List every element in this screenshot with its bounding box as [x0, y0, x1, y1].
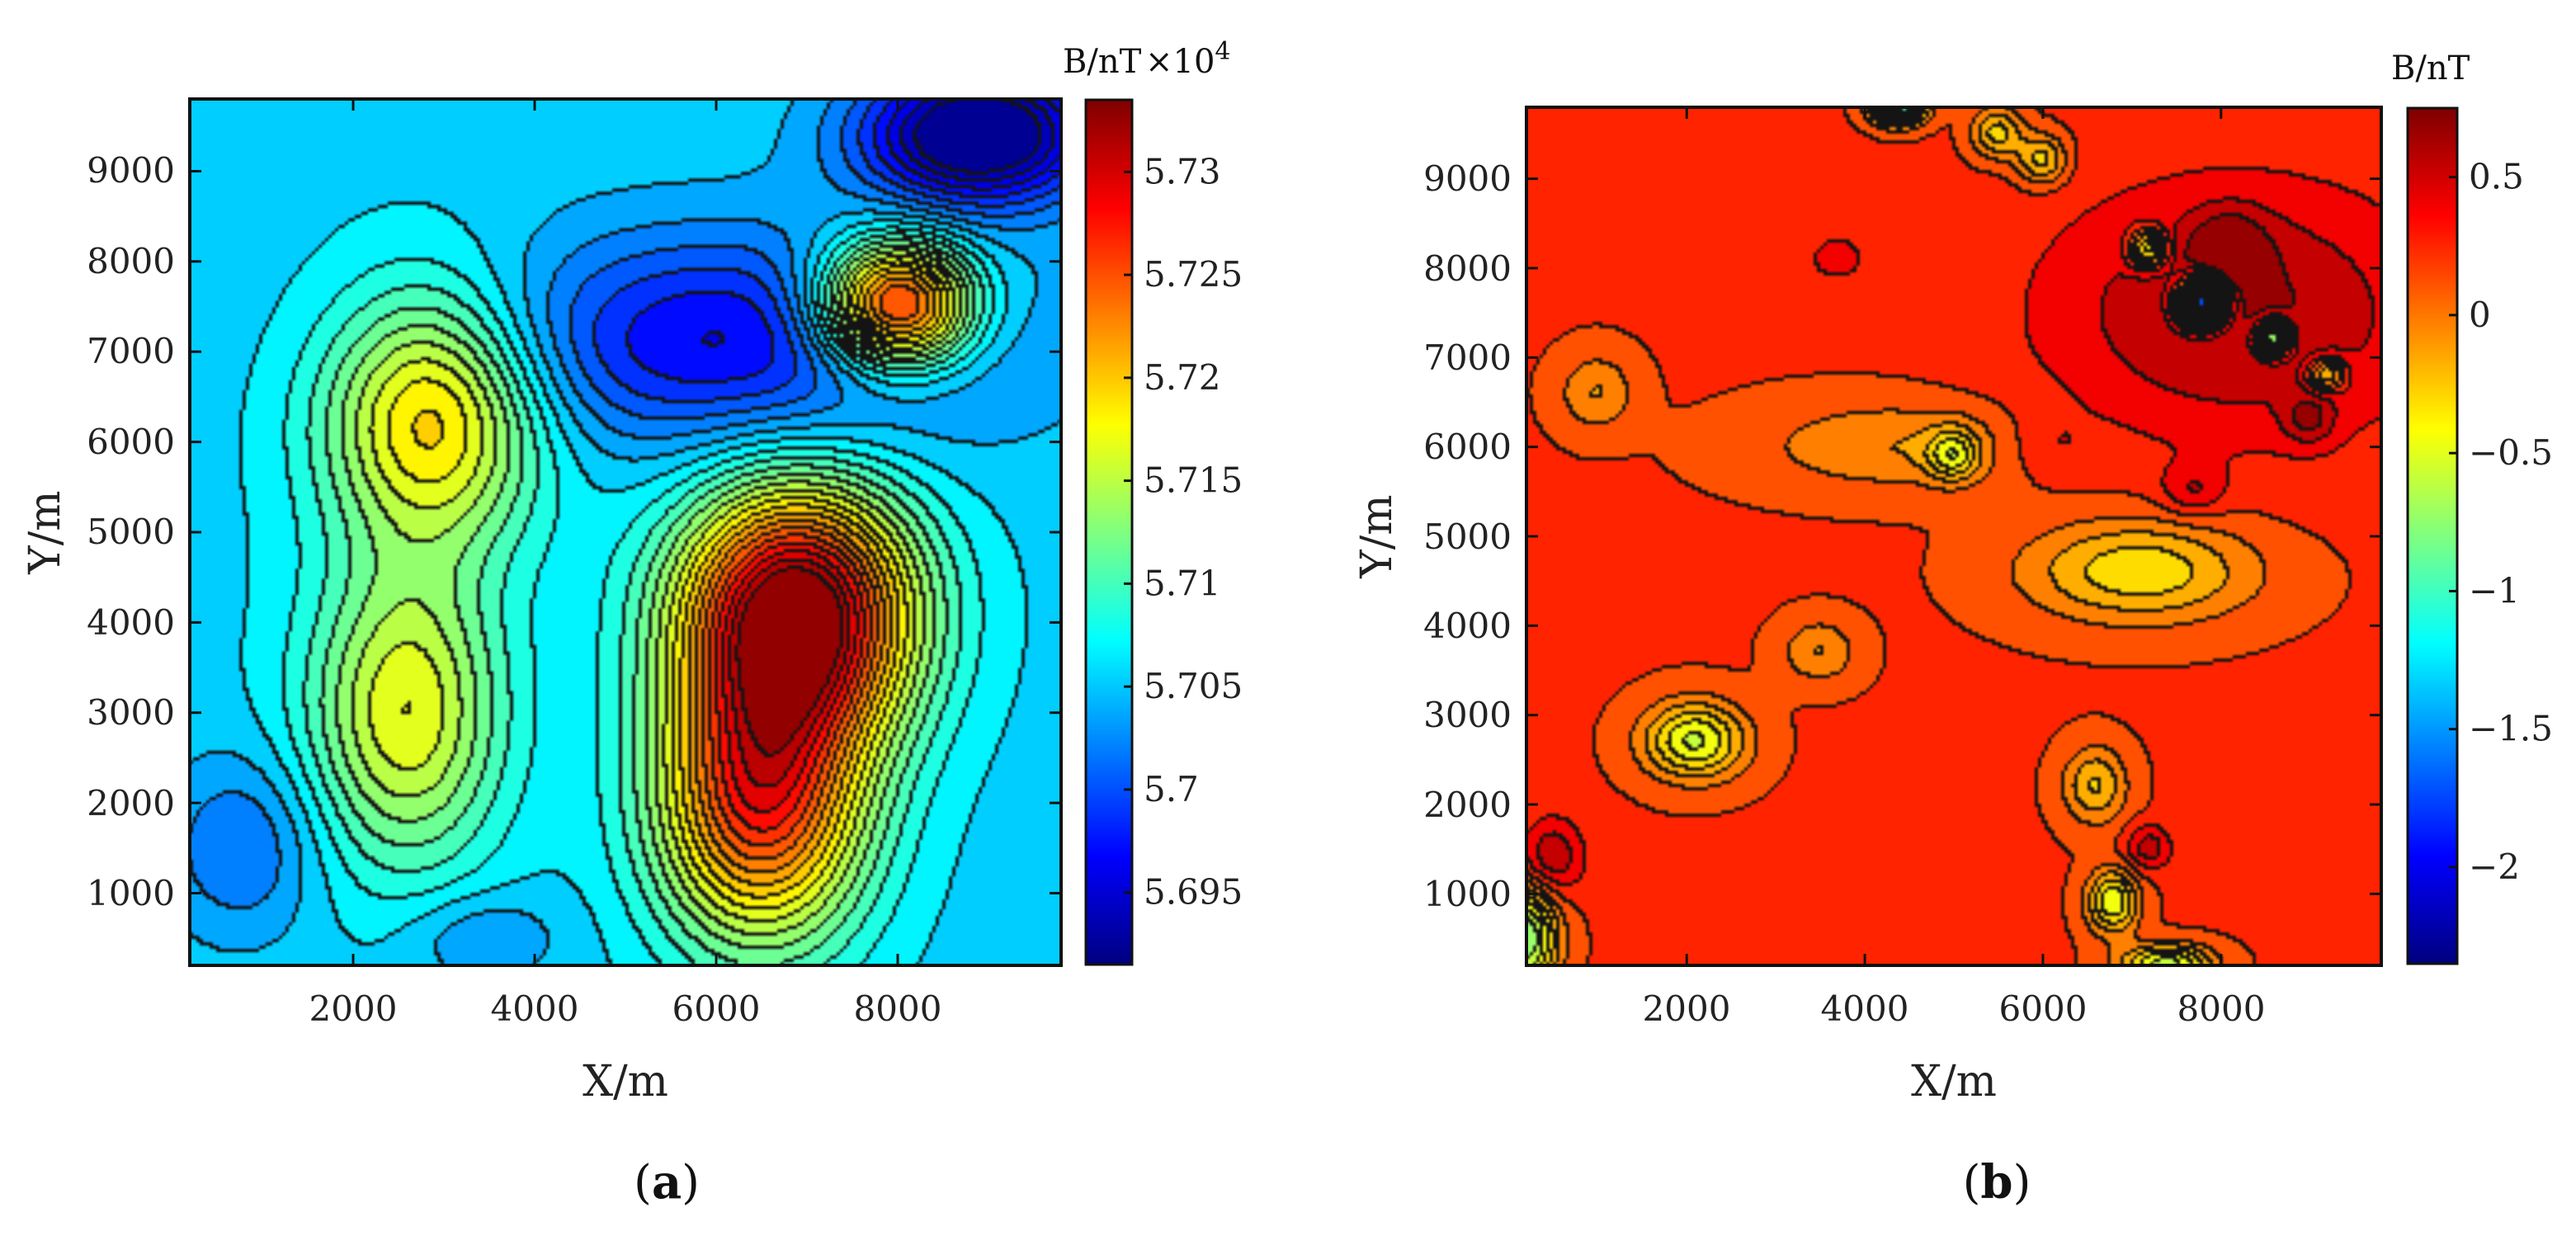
- panel-b: 1000 2000 3000 4000 5000 6000 7000 8000 …: [1352, 50, 2553, 1210]
- colorbar-frame-a: [1084, 98, 1134, 966]
- y-axis-title-a: Y/m: [21, 490, 70, 574]
- x-axis-title-a: X/m: [583, 1057, 668, 1106]
- xtick-label-b-6000: 6000: [1999, 988, 2088, 1029]
- colorbar-frame-b: [2406, 106, 2459, 965]
- colorbar-tick-label-a-2: 5.705: [1144, 666, 1243, 706]
- ytick-label-b-3000: 3000: [1423, 695, 1512, 735]
- colorbar-tick-label-b-2: −1: [2469, 570, 2520, 611]
- ytick-label-b-2000: 2000: [1423, 785, 1512, 825]
- colorbar-tick-label-a-0: 5.695: [1144, 872, 1243, 913]
- tick-marks-b: [1526, 107, 2381, 965]
- x-axis-title-b: X/m: [1911, 1057, 1997, 1106]
- ytick-label-b-9000: 9000: [1423, 158, 1512, 199]
- xtick-label-a-2000: 2000: [309, 988, 398, 1029]
- tick-marks-a: [190, 99, 1061, 965]
- colorbar-tick-label-b-1: −1.5: [2469, 709, 2553, 749]
- ytick-label-b-7000: 7000: [1423, 337, 1512, 378]
- colorbar-tick-label-a-1: 5.7: [1144, 769, 1199, 809]
- ytick-label-a-8000: 8000: [87, 241, 175, 281]
- xtick-label-a-6000: 6000: [672, 988, 761, 1029]
- ytick-label-b-8000: 8000: [1423, 248, 1512, 289]
- colorbar-multiplier-a: ×104: [1145, 37, 1231, 81]
- xtick-label-a-8000: 8000: [854, 988, 942, 1029]
- ytick-label-a-1000: 1000: [87, 873, 175, 913]
- colorbar-ticks-b: −2 −1.5 −1 −0.5 0 0.5: [2449, 157, 2553, 887]
- panel-a: 1000 2000 3000 4000 5000 6000 7000 8000 …: [21, 37, 1243, 1210]
- ytick-label-a-5000: 5000: [87, 512, 175, 552]
- ytick-label-a-7000: 7000: [87, 331, 175, 371]
- xtick-label-b-2000: 2000: [1643, 988, 1731, 1029]
- colorbar-tick-label-a-6: 5.725: [1144, 254, 1243, 295]
- contour-map-a: [190, 99, 1061, 965]
- ytick-label-a-6000: 6000: [87, 422, 175, 462]
- ytick-label-b-5000: 5000: [1423, 517, 1512, 557]
- colorbar-tick-label-a-7: 5.73: [1144, 151, 1221, 191]
- ytick-label-a-2000: 2000: [87, 783, 175, 823]
- colorbar-tick-label-b-3: −0.5: [2469, 432, 2553, 473]
- colorbar-unit-a: B/nT: [1063, 43, 1142, 81]
- xtick-label-b-4000: 4000: [1821, 988, 1909, 1029]
- colorbar-gradient-a: [1086, 100, 1132, 965]
- colorbar-tick-label-b-4: 0: [2469, 295, 2491, 335]
- ytick-label-a-9000: 9000: [87, 150, 175, 191]
- colorbar-gradient-b: [2408, 108, 2457, 964]
- xtick-label-a-4000: 4000: [491, 988, 579, 1029]
- ytick-label-a-3000: 3000: [87, 692, 175, 733]
- y-axis-title-b: Y/m: [1352, 494, 1402, 578]
- ytick-label-b-1000: 1000: [1423, 874, 1512, 914]
- colorbar-tick-label-b-5: 0.5: [2469, 157, 2524, 197]
- colorbar-ticks-a: 5.695 5.7 5.705 5.71 5.715 5.72 5.725 5.73: [1124, 151, 1243, 913]
- colorbar-tick-label-b-0: −2: [2469, 847, 2520, 887]
- colorbar-tick-label-a-5: 5.72: [1144, 357, 1221, 398]
- panel-label-a: (a): [634, 1155, 700, 1210]
- ytick-label-a-4000: 4000: [87, 602, 175, 643]
- colorbar-unit-b: B/nT: [2391, 50, 2470, 87]
- colorbar-tick-label-a-3: 5.71: [1144, 563, 1221, 603]
- panel-label-b: (b): [1963, 1155, 2031, 1210]
- colorbar-tick-label-a-4: 5.715: [1144, 460, 1243, 501]
- xtick-label-b-8000: 8000: [2177, 988, 2266, 1029]
- contour-map-b: [1526, 107, 2381, 965]
- ytick-label-b-6000: 6000: [1423, 427, 1512, 467]
- ytick-label-b-4000: 4000: [1423, 606, 1512, 646]
